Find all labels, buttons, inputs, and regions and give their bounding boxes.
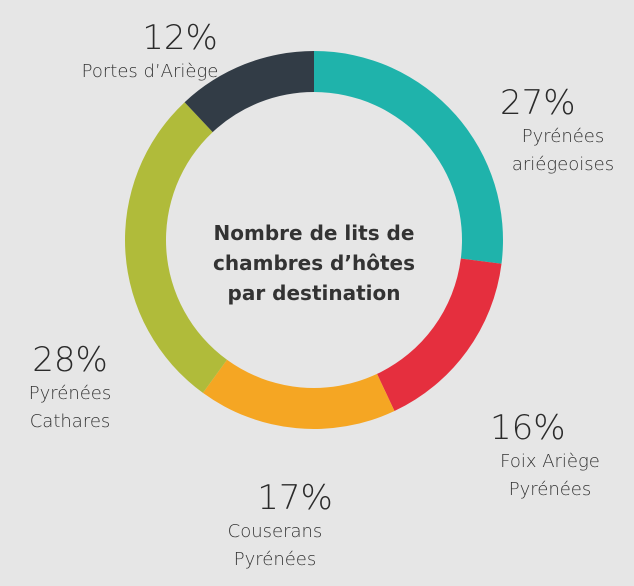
segment-label: 12% Portes d’Ariège	[40, 18, 260, 86]
donut-segment	[377, 258, 502, 412]
chart-title: Nombre de lits de chambres d’hôtes par d…	[213, 221, 415, 305]
donut-segment	[202, 359, 395, 429]
value-label: 17%	[257, 478, 333, 518]
donut-segment	[184, 51, 314, 133]
category-label: Foix Ariège Pyrénées	[500, 451, 600, 500]
category-label: Pyrénées ariégeoises	[511, 126, 615, 175]
value-label: 27%	[500, 83, 576, 123]
value-label: 16%	[490, 408, 566, 448]
category-label: Portes d’Ariège	[81, 61, 219, 82]
category-label: Couserans Pyrénées	[227, 521, 323, 570]
value-label: 12%	[142, 18, 218, 58]
segment-label: 16% Foix Ariège Pyrénées	[490, 408, 610, 504]
segment-label: 27% Pyrénées ariégeoises	[430, 83, 634, 179]
value-label: 28%	[32, 340, 108, 380]
segment-label: 17% Couserans Pyrénées	[210, 478, 340, 574]
segment-label: 28% Pyrénées Cathares	[10, 340, 130, 436]
donut-segment	[124, 102, 228, 393]
category-label: Pyrénées Cathares	[28, 383, 112, 432]
donut-segment	[314, 51, 503, 264]
